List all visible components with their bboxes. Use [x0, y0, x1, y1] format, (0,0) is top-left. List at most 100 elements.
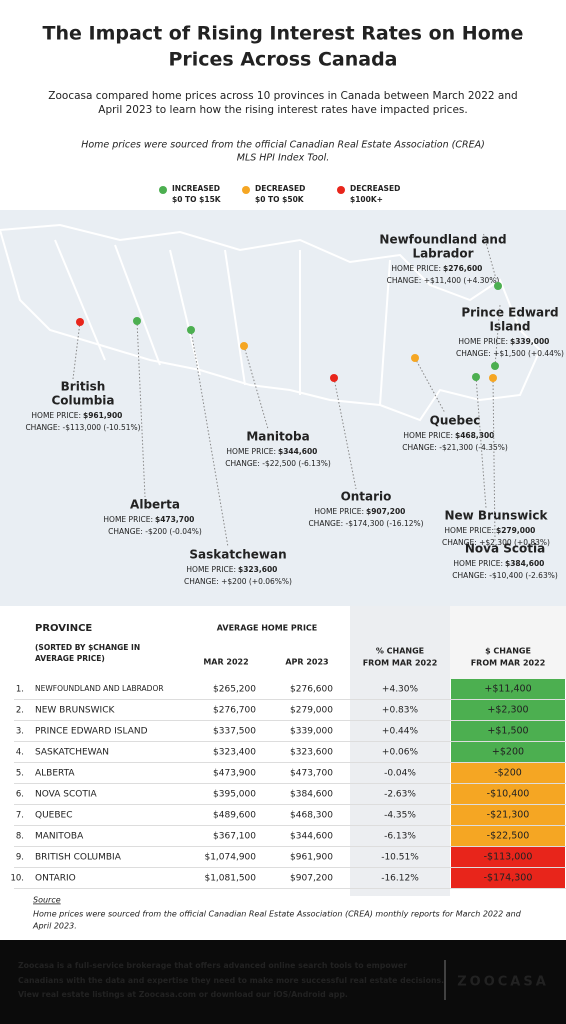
change-cell — [451, 868, 565, 888]
legend-label: DECREASED — [350, 184, 400, 193]
province-name: Newfoundland and — [379, 233, 506, 247]
province-name: Island — [490, 320, 531, 334]
table-header: FROM MAR 2022 — [471, 659, 546, 668]
province: NOVA SCOTIA — [35, 790, 97, 800]
source-label: Source — [33, 896, 61, 905]
province-dot — [330, 374, 338, 382]
price: $907,200 — [366, 507, 405, 516]
apr-price: $468,300 — [290, 811, 333, 821]
province: NEWFOUNDLAND AND LABRADOR — [35, 684, 164, 693]
province-dot — [133, 317, 141, 325]
price: $344,600 — [278, 447, 317, 456]
province-dot — [411, 354, 419, 362]
mar-price: $489,600 — [213, 811, 256, 821]
title: Prices Across Canada — [168, 49, 397, 71]
table-header: $ CHANGE — [485, 647, 531, 656]
change: CHANGE: -$22,500 (-6.13%) — [225, 459, 331, 468]
apr-price: $961,900 — [290, 853, 333, 863]
pct-change: -2.63% — [384, 790, 416, 800]
province-dot — [489, 374, 497, 382]
map-outline — [0, 223, 542, 422]
province: BRITISH COLUMBIA — [35, 853, 122, 863]
table-header: AVERAGE HOME PRICE — [217, 624, 318, 633]
province-name: Alberta — [130, 498, 180, 512]
change-cell — [451, 679, 565, 699]
rank: 3. — [16, 727, 24, 737]
change-cell — [451, 742, 565, 762]
legend-label: $100K+ — [350, 195, 383, 204]
change: CHANGE: +$2,300 (+0.83%) — [442, 538, 550, 547]
pct-change: +0.44% — [382, 727, 419, 737]
province: NEW BRUNSWICK — [35, 706, 115, 716]
chg-column-header — [450, 606, 566, 680]
province-name: Nova Scotia — [465, 542, 545, 556]
province-name: Saskatchewan — [189, 548, 286, 562]
apr-price: $384,600 — [290, 790, 333, 800]
legend-dot — [242, 186, 250, 194]
province: PRINCE EDWARD ISLAND — [35, 727, 148, 737]
price-label: HOME PRICE: — [186, 565, 236, 574]
apr-price: $323,600 — [290, 748, 333, 758]
change-cell — [451, 784, 565, 804]
intro: April 2023 to learn how the rising inter… — [98, 104, 467, 116]
province-name: Columbia — [51, 394, 114, 408]
pct-change: -0.04% — [384, 769, 416, 779]
apr-price: $279,000 — [290, 706, 333, 716]
table-header: % CHANGE — [376, 647, 424, 656]
mar-price: $323,400 — [213, 748, 256, 758]
title: The Impact of Rising Interest Rates on H… — [43, 23, 524, 45]
change-cell — [451, 721, 565, 741]
dollar-change: +$1,500 — [487, 726, 528, 737]
source-text: April 2023. — [32, 922, 77, 931]
dollar-change: -$21,300 — [487, 810, 530, 821]
table-note: AVERAGE PRICE) — [35, 654, 105, 663]
table-note: (SORTED BY $CHANGE IN — [35, 643, 140, 652]
table-header: MAR 2022 — [203, 658, 248, 667]
price-label: HOME PRICE: — [458, 337, 508, 346]
leader-line — [482, 231, 499, 287]
leader-line — [333, 377, 357, 490]
mar-price: $1,081,500 — [204, 874, 256, 884]
change: CHANGE: -$174,300 (-16.12%) — [308, 519, 423, 528]
mar-price: $395,000 — [213, 790, 256, 800]
footer-text: View real estate listings at Zoocasa.com… — [18, 990, 348, 999]
price: $279,000 — [496, 526, 535, 535]
table-header: PROVINCE — [35, 623, 92, 634]
rank: 4. — [16, 748, 24, 758]
price-label: HOME PRICE: — [453, 559, 503, 568]
rank: 1. — [16, 685, 24, 695]
change: CHANGE: -$21,300 (-4.35%) — [402, 443, 508, 452]
rank: 2. — [16, 706, 24, 716]
footer-text: Zoocasa is a full-service brokerage that… — [18, 961, 407, 970]
price-label: HOME PRICE: — [31, 411, 81, 420]
province: ONTARIO — [35, 874, 76, 884]
rank: 5. — [16, 769, 24, 779]
change-cell — [451, 763, 565, 783]
price-label: HOME PRICE: — [391, 264, 441, 273]
province: ALBERTA — [35, 769, 75, 779]
legend-label: INCREASED — [172, 184, 220, 193]
table-header: APR 2023 — [285, 658, 328, 667]
province: QUEBEC — [35, 811, 73, 821]
price: $323,600 — [238, 565, 277, 574]
province-dot — [472, 373, 480, 381]
dollar-change: -$200 — [494, 768, 522, 779]
legend-label: DECREASED — [255, 184, 305, 193]
table-header: FROM MAR 2022 — [363, 659, 438, 668]
mar-price: $337,500 — [213, 727, 256, 737]
price: $339,000 — [510, 337, 549, 346]
change: CHANGE: -$10,400 (-2.63%) — [452, 571, 558, 580]
change: CHANGE: +$200 (+0.06%%) — [184, 577, 292, 586]
pct-change: +0.83% — [382, 706, 419, 716]
pct-change: -10.51% — [381, 853, 419, 863]
rank: 6. — [16, 790, 24, 800]
dollar-change: +$2,300 — [487, 705, 528, 716]
apr-price: $473,700 — [290, 769, 333, 779]
leader-line — [190, 329, 229, 548]
province-name: Manitoba — [246, 430, 309, 444]
change-cell — [451, 805, 565, 825]
price-label: HOME PRICE: — [103, 515, 153, 524]
dollar-change: +$11,400 — [484, 684, 531, 695]
legend-label: $0 TO $50K — [255, 195, 305, 204]
